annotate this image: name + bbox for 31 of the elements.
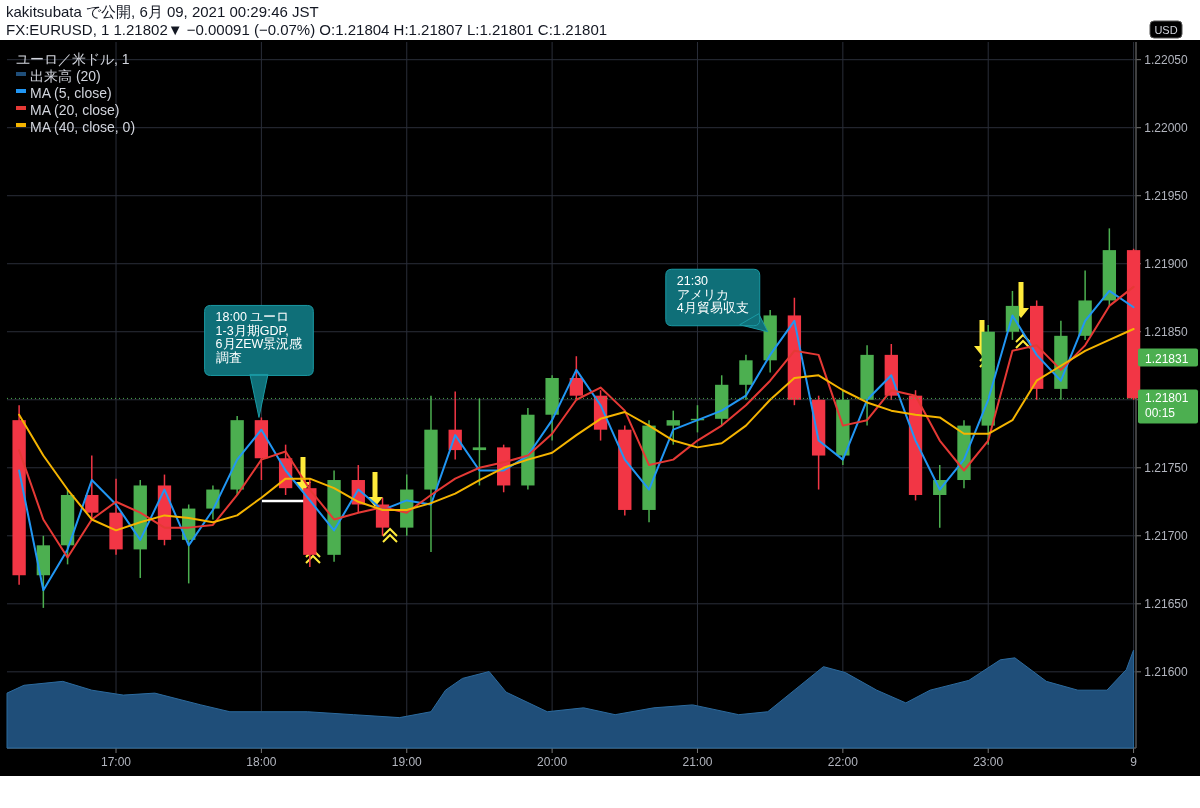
annotation: 1.21831 [1145,351,1189,366]
callout: 18:00 ユーロ 1-3月期GDP, 6月ZEW景況感調査 [204,304,314,418]
annotation: USD [1149,20,1183,39]
y-tick-label: 1.22050 [1144,52,1189,67]
y-tick-label: 1.22000 [1144,120,1189,135]
x-tick-label: 21:00 [682,755,713,769]
legend-item: MA (20, close) [16,102,120,118]
legend-item: 出来高 (20) [16,68,101,84]
y-tick-label: 1.21700 [1144,528,1189,543]
x-tick-label: 20:00 [537,755,568,769]
y-tick-label: 1.21650 [1144,596,1189,611]
y-tick-label: 1.21850 [1144,324,1189,339]
y-tick-label: 1.21900 [1144,256,1189,271]
x-tick-label: 23:00 [973,755,1004,769]
y-tick-label: 1.21750 [1144,460,1189,475]
x-tick-label: 18:00 [246,755,277,769]
legend-item: MA (5, close) [16,85,112,101]
annotation: 18:00 ユーロ 1-3月期GDP, 6月ZEW景況感調査 [215,310,303,365]
legend-item: MA (40, close, 0) [16,119,136,135]
chart-title: kakitsubata で公開, 6月 09, 2021 00:29:46 JST [6,3,319,20]
y-tick-label: 1.21950 [1144,188,1189,203]
ref-line-label: 1.21801 00:15 [1145,391,1189,421]
x-tick-label: 9 [1130,755,1138,769]
annotation: 21:30 アメリカ 4月貿易収支 [676,274,749,316]
chart-subtitle: FX:EURUSD, 1 1.21802▼ −0.00091 (−0.07%) O:1.21804 H:1.21807 L:1.21801 C:1.21801 [6,21,608,38]
legend-title: ユーロ／米ドル, 1 [16,51,130,67]
x-tick-label: 22:00 [827,755,859,769]
x-tick-label: 17:00 [101,755,132,769]
callout: 21:30 アメリカ 4月貿易収支 [665,268,769,333]
y-tick-label: 1.21600 [1144,664,1189,679]
x-tick-label: 19:00 [391,755,423,769]
